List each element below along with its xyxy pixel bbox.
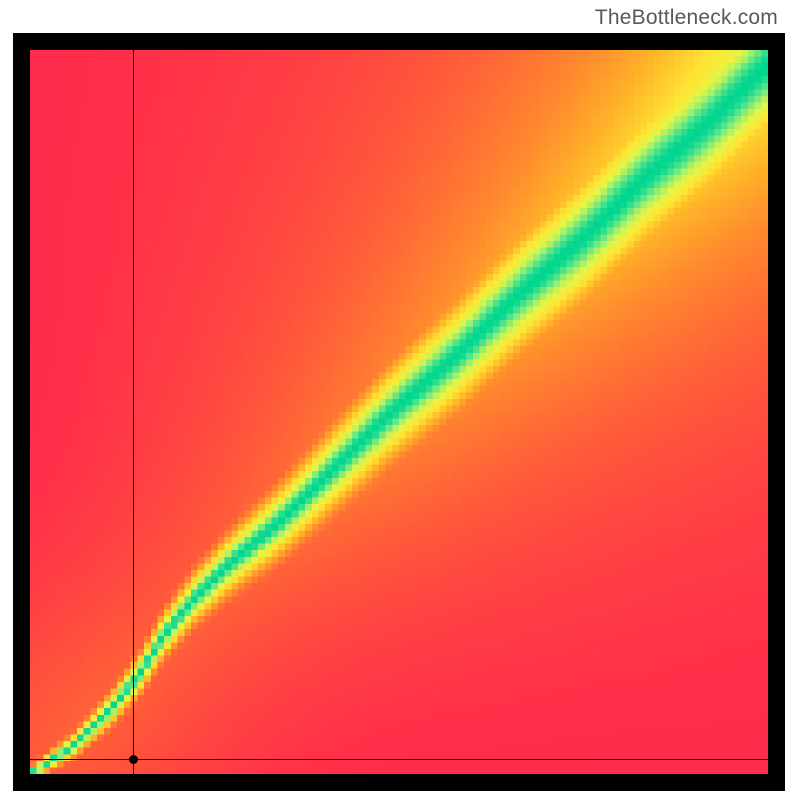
- watermark-text: TheBottleneck.com: [595, 6, 778, 30]
- heatmap: [30, 50, 768, 774]
- chart-container: TheBottleneck.com: [0, 0, 800, 800]
- plot-area: [30, 50, 768, 774]
